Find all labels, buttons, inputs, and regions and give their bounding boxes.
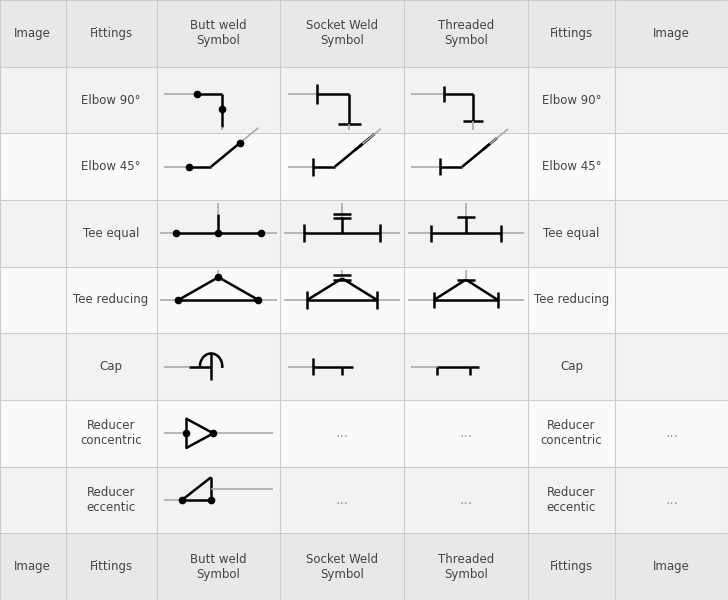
Bar — [280, 0, 404, 67]
Bar — [66, 200, 157, 266]
Text: Image: Image — [653, 27, 690, 40]
Text: ...: ... — [665, 493, 678, 507]
Bar — [0, 533, 66, 600]
Bar — [0, 334, 66, 400]
Text: Tee equal: Tee equal — [543, 227, 600, 240]
Bar — [157, 200, 280, 266]
Text: Image: Image — [15, 27, 51, 40]
Bar — [528, 200, 615, 266]
Bar — [157, 0, 280, 67]
Bar — [66, 67, 157, 133]
Text: ...: ... — [459, 493, 472, 507]
Text: Fittings: Fittings — [90, 560, 132, 573]
Bar — [615, 467, 728, 533]
Bar — [66, 467, 157, 533]
Text: Tee reducing: Tee reducing — [74, 293, 149, 307]
Bar — [615, 533, 728, 600]
Text: Threaded
Symbol: Threaded Symbol — [438, 553, 494, 581]
Text: ...: ... — [665, 427, 678, 440]
Text: Elbow 45°: Elbow 45° — [82, 160, 141, 173]
Text: ...: ... — [336, 427, 349, 440]
Text: Reducer
concentric: Reducer concentric — [80, 419, 142, 448]
Bar — [66, 133, 157, 200]
Bar — [404, 533, 528, 600]
Bar — [404, 266, 528, 334]
Bar — [404, 67, 528, 133]
Text: Reducer
eccentic: Reducer eccentic — [547, 486, 596, 514]
Bar — [66, 533, 157, 600]
Bar — [157, 266, 280, 334]
Bar — [280, 133, 404, 200]
Bar — [280, 266, 404, 334]
Bar — [404, 400, 528, 467]
Text: Tee equal: Tee equal — [83, 227, 139, 240]
Text: Elbow 90°: Elbow 90° — [82, 94, 141, 107]
Text: Fittings: Fittings — [550, 27, 593, 40]
Bar — [280, 467, 404, 533]
Text: Butt weld
Symbol: Butt weld Symbol — [190, 553, 247, 581]
Text: Tee reducing: Tee reducing — [534, 293, 609, 307]
Bar — [615, 334, 728, 400]
Bar — [0, 67, 66, 133]
Bar — [66, 400, 157, 467]
Bar — [157, 467, 280, 533]
Text: Fittings: Fittings — [90, 27, 132, 40]
Bar — [404, 133, 528, 200]
Bar — [280, 200, 404, 266]
Bar — [528, 400, 615, 467]
Bar — [0, 400, 66, 467]
Bar — [0, 133, 66, 200]
Bar — [404, 200, 528, 266]
Bar — [615, 200, 728, 266]
Bar — [528, 266, 615, 334]
Bar — [615, 67, 728, 133]
Text: Socket Weld
Symbol: Socket Weld Symbol — [306, 19, 379, 47]
Bar — [66, 266, 157, 334]
Text: ...: ... — [459, 427, 472, 440]
Bar — [157, 400, 280, 467]
Bar — [404, 0, 528, 67]
Bar — [615, 133, 728, 200]
Bar — [66, 334, 157, 400]
Bar — [528, 67, 615, 133]
Bar — [404, 334, 528, 400]
Bar — [280, 67, 404, 133]
Bar — [0, 200, 66, 266]
Text: ...: ... — [336, 493, 349, 507]
Bar — [0, 0, 66, 67]
Text: Image: Image — [15, 560, 51, 573]
Text: Threaded
Symbol: Threaded Symbol — [438, 19, 494, 47]
Text: Reducer
eccentic: Reducer eccentic — [87, 486, 135, 514]
Bar — [615, 0, 728, 67]
Bar — [0, 266, 66, 334]
Text: Reducer
concentric: Reducer concentric — [541, 419, 602, 448]
Bar — [0, 467, 66, 533]
Bar — [528, 133, 615, 200]
Bar — [280, 400, 404, 467]
Bar — [528, 0, 615, 67]
Text: Image: Image — [653, 560, 690, 573]
Bar — [615, 266, 728, 334]
Bar — [280, 533, 404, 600]
Bar — [528, 467, 615, 533]
Bar — [404, 467, 528, 533]
Bar — [157, 133, 280, 200]
Text: Cap: Cap — [100, 360, 122, 373]
Text: Butt weld
Symbol: Butt weld Symbol — [190, 19, 247, 47]
Bar — [66, 0, 157, 67]
Text: Elbow 45°: Elbow 45° — [542, 160, 601, 173]
Bar — [528, 533, 615, 600]
Bar — [157, 67, 280, 133]
Text: Socket Weld
Symbol: Socket Weld Symbol — [306, 553, 379, 581]
Bar — [528, 334, 615, 400]
Bar — [157, 533, 280, 600]
Text: Elbow 90°: Elbow 90° — [542, 94, 601, 107]
Text: Fittings: Fittings — [550, 560, 593, 573]
Bar — [280, 334, 404, 400]
Bar — [615, 400, 728, 467]
Bar — [157, 334, 280, 400]
Text: Cap: Cap — [560, 360, 583, 373]
